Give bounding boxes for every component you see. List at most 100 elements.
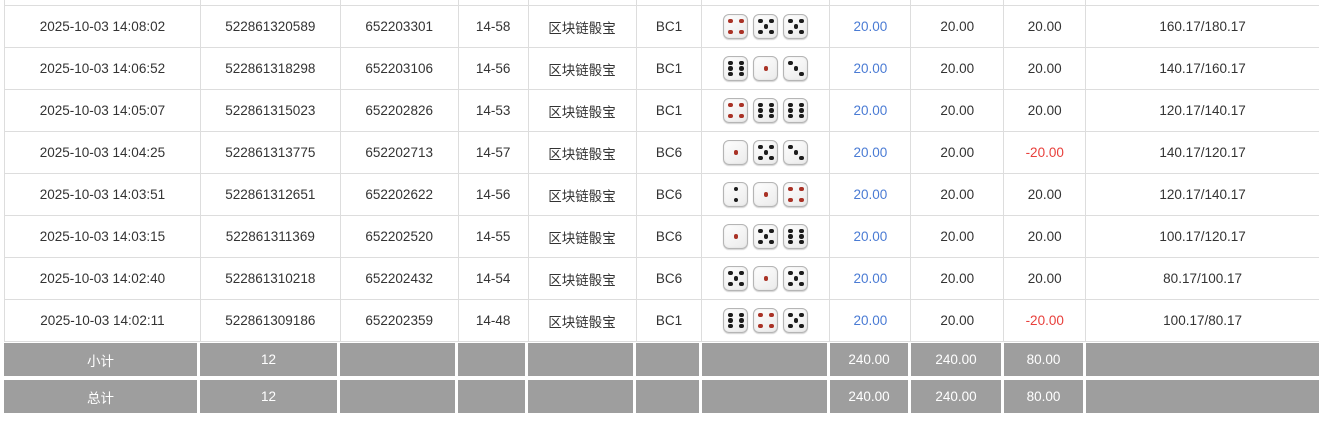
- cell-period: 14-58: [459, 6, 529, 47]
- subtotal-label: 小计: [4, 343, 200, 376]
- cell-bet-time: 2025-10-03 14:04:25: [5, 132, 201, 173]
- cell-win-loss: 20.00: [1004, 174, 1087, 215]
- cell-dice-result: [702, 174, 831, 215]
- cell-win-loss: -20.00: [1004, 132, 1087, 173]
- table-body: 2025-10-03 14:08:02 522861320589 6522033…: [4, 6, 1319, 342]
- cell-bet-type: BC6: [637, 174, 703, 215]
- cell-bet-type: BC1: [637, 90, 703, 131]
- cell-bet-amount: 20.00: [830, 174, 912, 215]
- cell-dice-result: [702, 258, 831, 299]
- cell-balance: 120.17/140.17: [1159, 103, 1246, 118]
- dice-icon-4: [723, 98, 749, 123]
- total-label: 总计: [4, 380, 200, 413]
- cell-balance: 120.17/140.17: [1159, 187, 1246, 202]
- cell-valid-amount: 20.00: [911, 258, 1005, 299]
- cell-bet-time: 2025-10-03 14:02:11: [5, 300, 201, 341]
- cell-valid-amount: 20.00: [911, 90, 1005, 131]
- cell-game-name: 区块链骰宝: [529, 48, 637, 89]
- bet-records-table: 2025-10-03 14:08:02 522861320589 6522033…: [4, 0, 1319, 342]
- cell-order-number: 522861313775: [201, 132, 341, 173]
- cell-win-loss: 20.00: [1004, 48, 1087, 89]
- cell-dice-result: [702, 6, 831, 47]
- cell-dice-result: [702, 48, 831, 89]
- cell-win-loss: 20.00: [1004, 216, 1087, 257]
- cell-valid-amount: 20.00: [911, 216, 1005, 257]
- subtotal-valid-amount: 240.00: [911, 343, 1004, 376]
- cell-game-name: 区块链骰宝: [529, 174, 637, 215]
- dice-icon-1: [753, 266, 779, 291]
- cell-order-number: 522861310218: [201, 258, 341, 299]
- cell-order-number: 522861312651: [201, 174, 341, 215]
- total-win-loss: 80.00: [1004, 380, 1086, 413]
- cell-period: 14-53: [459, 90, 529, 131]
- dice-icon-6: [753, 98, 779, 123]
- cell-settle-number: 652203301: [341, 6, 459, 47]
- cell-game-name: 区块链骰宝: [529, 6, 637, 47]
- cell-order-number: 522861309186: [201, 300, 341, 341]
- subtotal-win-loss: 80.00: [1004, 343, 1086, 376]
- cell-bet-type: BC6: [637, 258, 703, 299]
- total-row: 总计 12 240.00 240.00 80.00: [4, 380, 1319, 413]
- cell-settle-number: 652202622: [341, 174, 459, 215]
- dice-icon-6: [723, 56, 749, 81]
- cell-valid-amount: 20.00: [911, 132, 1005, 173]
- dice-icon-4: [753, 308, 779, 333]
- cell-game-name: 区块链骰宝: [529, 258, 637, 299]
- table-row: 2025-10-03 14:03:51 522861312651 6522026…: [4, 174, 1319, 216]
- cell-balance: 140.17/160.17: [1159, 61, 1246, 76]
- total-valid-amount: 240.00: [911, 380, 1004, 413]
- cell-settle-number: 652202713: [341, 132, 459, 173]
- total-bet-amount: 240.00: [830, 380, 911, 413]
- cell-win-loss: -20.00: [1004, 300, 1087, 341]
- cell-bet-amount: 20.00: [830, 300, 912, 341]
- cell-bet-type: BC1: [637, 300, 703, 341]
- cell-dice-result: [702, 300, 831, 341]
- cell-period: 14-57: [459, 132, 529, 173]
- cell-balance: 100.17/80.17: [1163, 313, 1242, 328]
- cell-dice-result: [702, 90, 831, 131]
- table-row: 2025-10-03 14:05:07 522861315023 6522028…: [4, 90, 1319, 132]
- dice-icon-5: [783, 266, 809, 291]
- dice-icon-3: [783, 56, 809, 81]
- cell-bet-time: 2025-10-03 14:02:40: [5, 258, 201, 299]
- cell-bet-type: BC1: [637, 6, 703, 47]
- table-row: 2025-10-03 14:03:15 522861311369 6522025…: [4, 216, 1319, 258]
- cell-order-number: 522861318298: [201, 48, 341, 89]
- cell-settle-number: 652202520: [341, 216, 459, 257]
- dice-icon-2: [723, 182, 749, 207]
- table-row: 2025-10-03 14:08:02 522861320589 6522033…: [4, 6, 1319, 48]
- dice-icon-5: [783, 308, 809, 333]
- cell-bet-time: 2025-10-03 14:03:51: [5, 174, 201, 215]
- total-count: 12: [200, 380, 340, 413]
- table-row: 2025-10-03 14:02:40 522861310218 6522024…: [4, 258, 1319, 300]
- cell-bet-amount: 20.00: [830, 90, 912, 131]
- table-row: 2025-10-03 14:06:52 522861318298 6522031…: [4, 48, 1319, 90]
- dice-icon-5: [753, 140, 779, 165]
- cell-bet-type: BC1: [637, 48, 703, 89]
- cell-game-name: 区块链骰宝: [529, 90, 637, 131]
- table-row: 2025-10-03 14:02:11 522861309186 6522023…: [4, 300, 1319, 342]
- cell-valid-amount: 20.00: [911, 6, 1005, 47]
- cell-game-name: 区块链骰宝: [529, 132, 637, 173]
- cell-balance: 140.17/120.17: [1159, 145, 1246, 160]
- clipped-row-above: [4, 0, 1319, 6]
- subtotal-bet-amount: 240.00: [830, 343, 911, 376]
- cell-bet-time: 2025-10-03 14:06:52: [5, 48, 201, 89]
- dice-icon-1: [753, 182, 779, 207]
- cell-dice-result: [702, 216, 831, 257]
- cell-balance: 80.17/100.17: [1163, 271, 1242, 286]
- cell-period: 14-54: [459, 258, 529, 299]
- cell-period: 14-56: [459, 48, 529, 89]
- cell-bet-time: 2025-10-03 14:03:15: [5, 216, 201, 257]
- cell-balance: 100.17/120.17: [1159, 229, 1246, 244]
- cell-bet-amount: 20.00: [830, 48, 912, 89]
- cell-period: 14-56: [459, 174, 529, 215]
- cell-game-name: 区块链骰宝: [529, 300, 637, 341]
- dice-icon-5: [783, 14, 809, 39]
- dice-icon-1: [723, 140, 749, 165]
- cell-game-name: 区块链骰宝: [529, 216, 637, 257]
- dice-icon-5: [723, 266, 749, 291]
- dice-icon-5: [753, 224, 779, 249]
- cell-bet-amount: 20.00: [830, 216, 912, 257]
- cell-order-number: 522861311369: [201, 216, 341, 257]
